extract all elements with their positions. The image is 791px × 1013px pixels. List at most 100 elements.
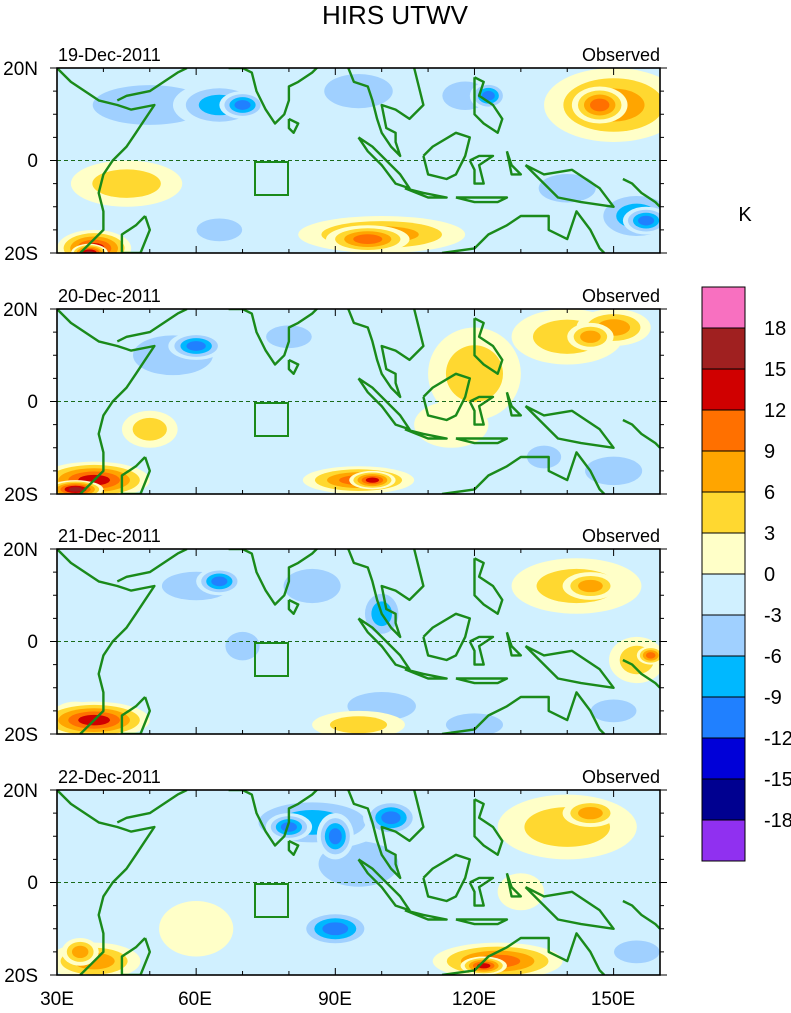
coastline: [347, 309, 425, 399]
panel-ticks: [50, 67, 667, 254]
panel-ticks: [50, 308, 667, 495]
coastline: [422, 853, 471, 903]
coastline: [473, 317, 504, 375]
anomaly-contour: [68, 487, 83, 492]
anomaly-contour: [445, 345, 504, 403]
coastline: [505, 150, 522, 176]
panel-date: 19-Dec-2011: [58, 45, 161, 65]
anomaly-contour: [225, 631, 260, 661]
coastline: [505, 872, 522, 898]
anomaly-field: [57, 790, 660, 975]
coastline: [455, 437, 509, 445]
coastline: [422, 131, 471, 181]
anomaly-contour: [92, 169, 161, 198]
colorbar-label: 9: [764, 441, 775, 463]
coastline: [228, 549, 319, 606]
anomaly-contour: [365, 477, 380, 483]
anomaly-contour: [381, 811, 401, 825]
colorbar-label: -3: [764, 605, 782, 627]
coastline: [505, 631, 522, 657]
anomaly-contour: [481, 90, 495, 101]
lat-label-20n: 20N: [3, 540, 38, 561]
target-box: [254, 883, 289, 918]
colorbar-label: -6: [764, 646, 782, 668]
coastline: [287, 117, 300, 134]
coastline: [473, 76, 504, 134]
coastline: [287, 598, 300, 615]
coastline: [57, 68, 156, 253]
anomaly-contour: [283, 568, 341, 604]
anomaly-contour: [186, 341, 206, 351]
coastlines: [57, 68, 660, 253]
colorbar-label: -15: [764, 769, 791, 791]
anomaly-contour: [196, 218, 243, 242]
coastline: [116, 549, 188, 583]
coastline: [347, 549, 425, 639]
coastline: [422, 372, 471, 422]
lat-label-eq: 0: [27, 873, 38, 894]
figure-title: HIRS UTWV: [322, 0, 469, 30]
map-panel: 21-Dec-2011 Observed 20N 0 20S: [3, 526, 667, 746]
coastline: [228, 309, 319, 366]
anomaly-contour: [322, 922, 349, 936]
coastline: [524, 405, 615, 449]
coastline: [524, 886, 615, 930]
coastline: [120, 456, 151, 494]
colorbar-label: 18: [764, 318, 786, 340]
anomaly-contour: [280, 822, 297, 832]
lat-label-20n: 20N: [3, 300, 38, 321]
anomaly-contour: [580, 330, 601, 343]
target-box: [254, 402, 289, 437]
colorbar-labels: 18 15 12 9 6 3 0 -3 -6 -9 -12 -15 -18: [764, 318, 791, 832]
map-panel: 22-Dec-2011 Observed 20N 0 20S: [3, 767, 667, 987]
coastline: [473, 798, 504, 856]
colorbar-label: -12: [764, 728, 791, 750]
colorbar-swatch: [701, 368, 746, 411]
anomaly-contour: [613, 940, 660, 964]
lat-label-20n: 20N: [3, 781, 38, 802]
coastlines: [57, 309, 660, 494]
lon-label: 60E: [178, 989, 212, 1010]
panel-tag: Observed: [582, 767, 660, 787]
colorbar-label: -18: [764, 810, 791, 832]
anomaly-field: [57, 309, 660, 494]
anomaly-contour: [353, 234, 383, 244]
coastline: [404, 187, 448, 199]
coastline: [404, 668, 448, 680]
panel-ticks: [50, 789, 667, 976]
coastline: [505, 391, 522, 417]
colorbar-label: 3: [764, 523, 775, 545]
lat-label-eq: 0: [27, 632, 38, 653]
coastlines: [57, 790, 660, 975]
colorbar-swatch: [701, 655, 746, 698]
coastline: [468, 876, 495, 907]
coastline: [57, 309, 156, 494]
coastline: [120, 696, 151, 734]
colorbar-label: 15: [764, 359, 786, 381]
coastline: [455, 918, 509, 926]
anomaly-contour: [211, 576, 228, 587]
lon-label: 30E: [40, 989, 74, 1010]
lat-label-20s: 20S: [4, 725, 38, 746]
colorbar-swatch: [701, 409, 746, 452]
panel-date: 22-Dec-2011: [58, 767, 161, 787]
colorbar-swatch: [701, 573, 746, 616]
lon-label: 90E: [318, 989, 352, 1010]
colorbar-swatch: [701, 450, 746, 493]
coastline: [468, 395, 495, 426]
lon-labels: 30E 60E 90E 120E 150E: [40, 989, 635, 1010]
coastline: [404, 428, 448, 440]
coastline: [441, 210, 606, 253]
coastline: [441, 451, 606, 494]
coastline: [524, 164, 615, 208]
coastline: [455, 677, 509, 685]
coastline: [116, 309, 188, 343]
anomaly-contour: [538, 174, 596, 203]
colorbar-swatch: [701, 327, 746, 370]
anomaly-contour: [234, 100, 251, 110]
colorbar-swatch: [701, 286, 746, 329]
anomaly-contour: [324, 74, 393, 109]
colorbar-label: 12: [764, 400, 786, 422]
anomaly-contour: [474, 632, 568, 688]
